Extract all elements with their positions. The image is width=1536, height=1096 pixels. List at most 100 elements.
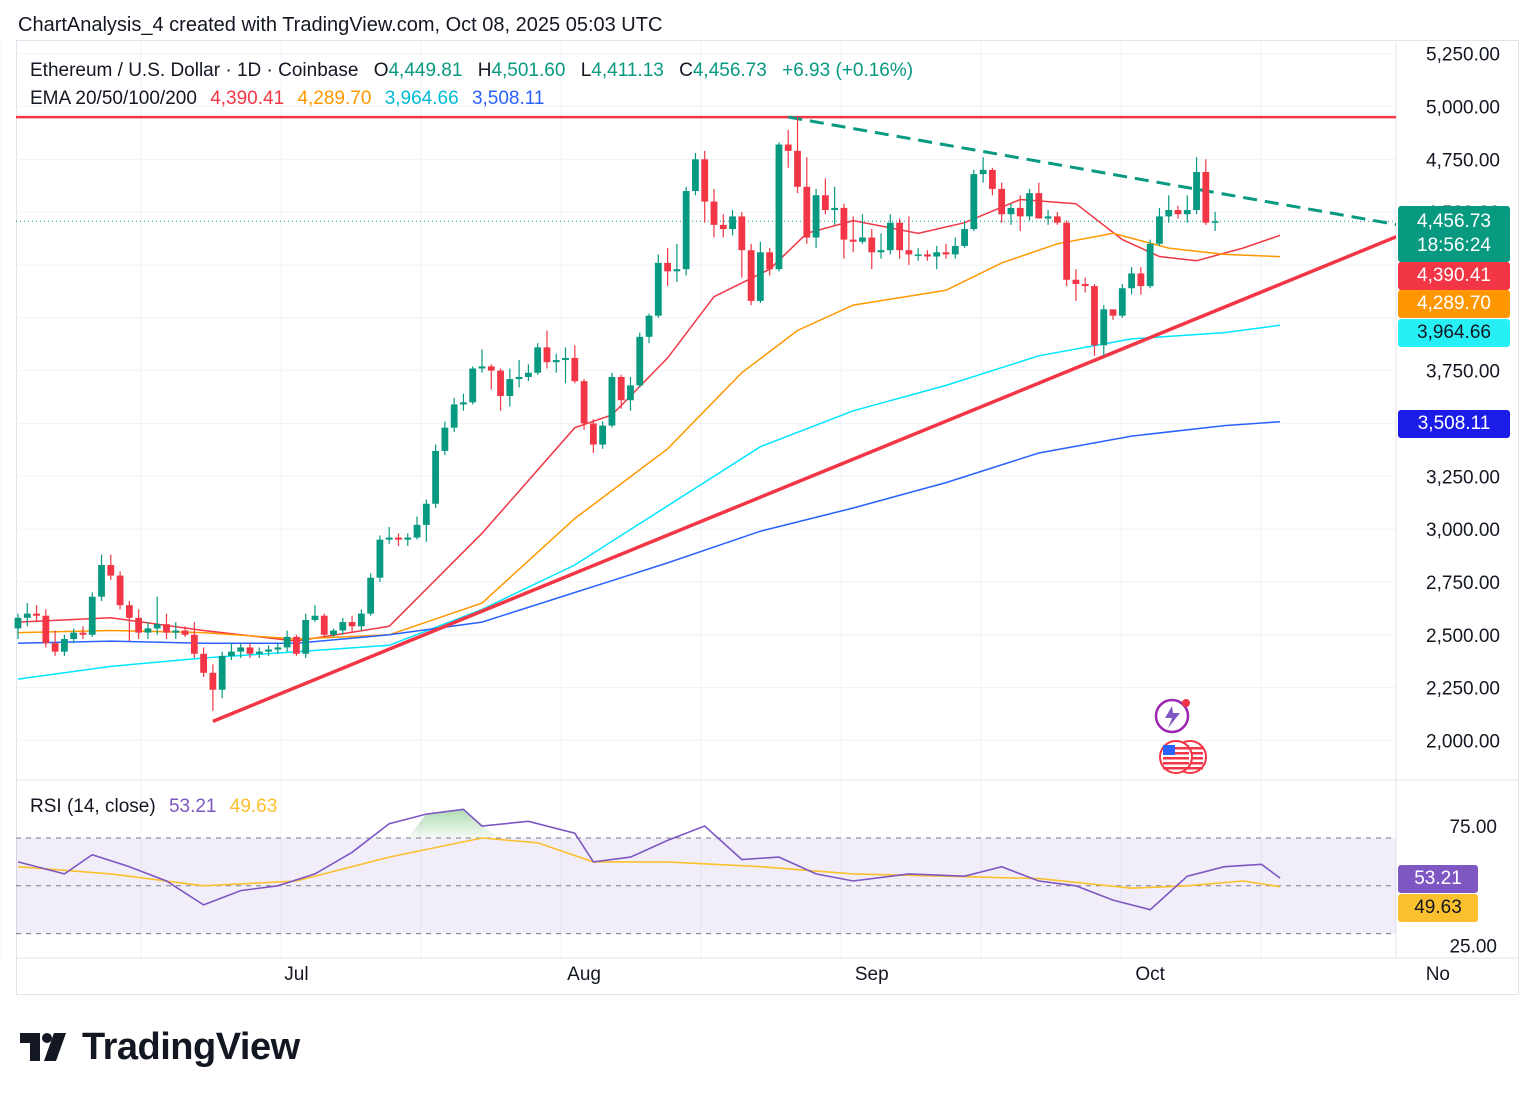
candle-body — [1128, 273, 1135, 289]
candle — [775, 142, 783, 272]
close-value: 4,456.73 — [692, 60, 767, 81]
candle — [422, 499, 430, 542]
candle-body — [1063, 222, 1071, 280]
candle — [153, 596, 161, 635]
candle — [246, 643, 254, 658]
rsi-tag: 53.21 — [1398, 865, 1478, 893]
low-label: L — [580, 60, 592, 81]
tradingview-logo[interactable]: TradingView — [20, 1024, 300, 1070]
candle — [543, 330, 551, 369]
candle-body — [320, 615, 328, 635]
candle-body — [1183, 210, 1191, 215]
change-value: +6.93 (+0.16%) — [782, 60, 914, 81]
candle-body — [228, 651, 235, 656]
candle-body — [654, 262, 662, 316]
candle-body — [469, 368, 477, 403]
price-grid — [0, 42, 1396, 958]
candle-body — [357, 613, 365, 627]
candle — [376, 535, 384, 582]
bar-countdown: 18:56:24 — [1417, 235, 1491, 256]
candle — [367, 573, 375, 616]
candle-body — [859, 237, 866, 242]
us-flag-event-icon — [1159, 740, 1207, 774]
candle-body — [1035, 193, 1043, 219]
candle — [116, 571, 124, 610]
candle — [664, 248, 671, 287]
rsi-label: RSI (14, close) — [30, 796, 156, 817]
flag-stripe — [1177, 767, 1203, 770]
candle — [70, 628, 78, 644]
candle-body — [738, 216, 746, 251]
ema20-value: 4,390.41 — [210, 88, 285, 109]
candle-body — [1016, 207, 1024, 217]
candle-body — [794, 150, 801, 187]
candle-body — [88, 596, 96, 635]
lightning-event-icon — [1154, 698, 1190, 734]
candle-body — [608, 376, 616, 426]
symbol-legend: Ethereum / U.S. Dollar · 1D · Coinbase O… — [30, 60, 917, 82]
candle-body — [376, 539, 384, 578]
candle-body — [710, 201, 718, 225]
candle-body — [951, 245, 959, 255]
close-label: C — [679, 60, 693, 81]
candle — [989, 167, 996, 196]
candle-body — [1193, 172, 1200, 211]
candle — [766, 248, 774, 276]
candle-body — [107, 565, 115, 576]
candle-body — [144, 628, 152, 633]
event-ring — [1154, 698, 1190, 734]
candle-body — [460, 402, 467, 405]
candle — [385, 526, 393, 544]
candle — [942, 243, 950, 259]
tradingview-logo-icon — [20, 1033, 66, 1061]
candle — [209, 664, 217, 711]
candle — [163, 613, 170, 639]
candle — [1091, 283, 1098, 356]
ema20-tag: 4,390.41 — [1398, 262, 1510, 290]
candle-body — [293, 636, 300, 654]
candle — [172, 622, 180, 639]
candle — [515, 360, 523, 388]
candle — [339, 617, 347, 635]
event-icons — [1154, 698, 1207, 774]
candle — [79, 626, 87, 639]
candle — [497, 368, 504, 411]
candle — [682, 186, 690, 276]
rsi-legend: RSI (14, close) 53.21 49.63 — [30, 796, 285, 818]
candle-body — [571, 357, 579, 382]
candle — [840, 203, 848, 259]
event-dot — [1182, 699, 1190, 707]
last-price: 4,456.73 — [1417, 211, 1491, 232]
candle — [348, 615, 356, 633]
high-label: H — [477, 60, 492, 81]
chart-canvas[interactable]: 5,250.005,000.004,750.004,500.003,750.00… — [0, 0, 1536, 1000]
candle — [803, 157, 811, 244]
candle — [1072, 269, 1080, 301]
candle — [61, 634, 68, 656]
candle — [1016, 195, 1024, 232]
candle — [719, 214, 727, 238]
brand-name: TradingView — [82, 1025, 300, 1068]
candle — [738, 212, 746, 278]
candle — [608, 372, 616, 428]
candle-body — [506, 379, 514, 396]
candle-body — [422, 503, 430, 525]
candle — [636, 332, 644, 388]
candle-body — [497, 370, 504, 396]
candle-body — [116, 575, 124, 606]
candle-body — [636, 336, 644, 386]
candle-body — [1156, 216, 1163, 244]
candle-body — [1100, 309, 1108, 346]
candle-body — [190, 634, 198, 654]
ema-legend: EMA 20/50/100/200 4,390.41 4,289.70 3,96… — [30, 88, 553, 110]
candle-body — [1072, 279, 1080, 284]
candle-body — [98, 565, 105, 597]
candle-body — [153, 624, 161, 629]
price-tick-label: 5,250.00 — [1426, 45, 1500, 66]
candle-body — [1174, 210, 1182, 215]
candle — [645, 313, 653, 344]
candles — [14, 117, 1219, 711]
candle-body — [14, 617, 22, 629]
candle — [1053, 212, 1061, 225]
candle-body — [961, 229, 968, 246]
